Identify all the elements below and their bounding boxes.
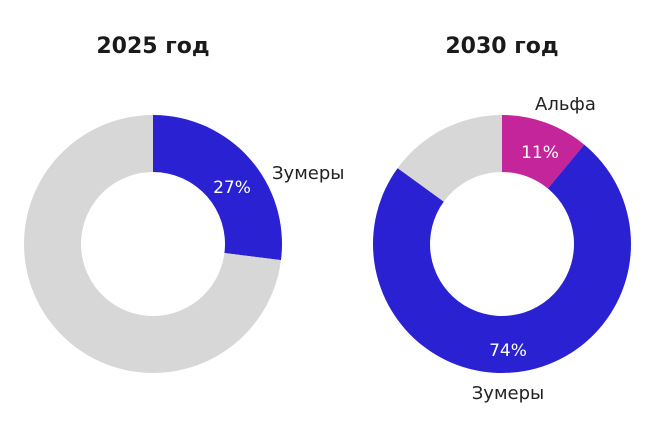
donut-chart-2025: 2025 год 27% Зумеры [24, 34, 344, 373]
donut-slice-other-1 [24, 115, 281, 373]
donut-slice-zoomers-0 [153, 115, 282, 261]
chart-title-2025: 2025 год [96, 34, 209, 59]
legend-label-zoomers-2030: Зумеры [472, 383, 544, 404]
legend-label-alfa-2030: Альфа [535, 94, 596, 115]
chart-title-2030: 2030 год [445, 34, 558, 59]
slice-label-alfa-2030: 11% [521, 143, 559, 163]
slice-label-zoomers-2025: 27% [213, 178, 251, 198]
donut-slice-zoomers-1 [373, 144, 631, 373]
donut-slices-2025 [24, 115, 282, 373]
slice-label-zoomers-2030: 74% [489, 341, 527, 361]
donut-slices-2030 [373, 115, 631, 373]
donut-slice-other-2 [397, 115, 502, 202]
donut-slice-alfa-0 [502, 115, 585, 189]
legend-label-zoomers-2025: Зумеры [272, 163, 344, 184]
donut-chart-2030: 2030 год 11% Альфа 74% Зумеры [373, 34, 631, 404]
